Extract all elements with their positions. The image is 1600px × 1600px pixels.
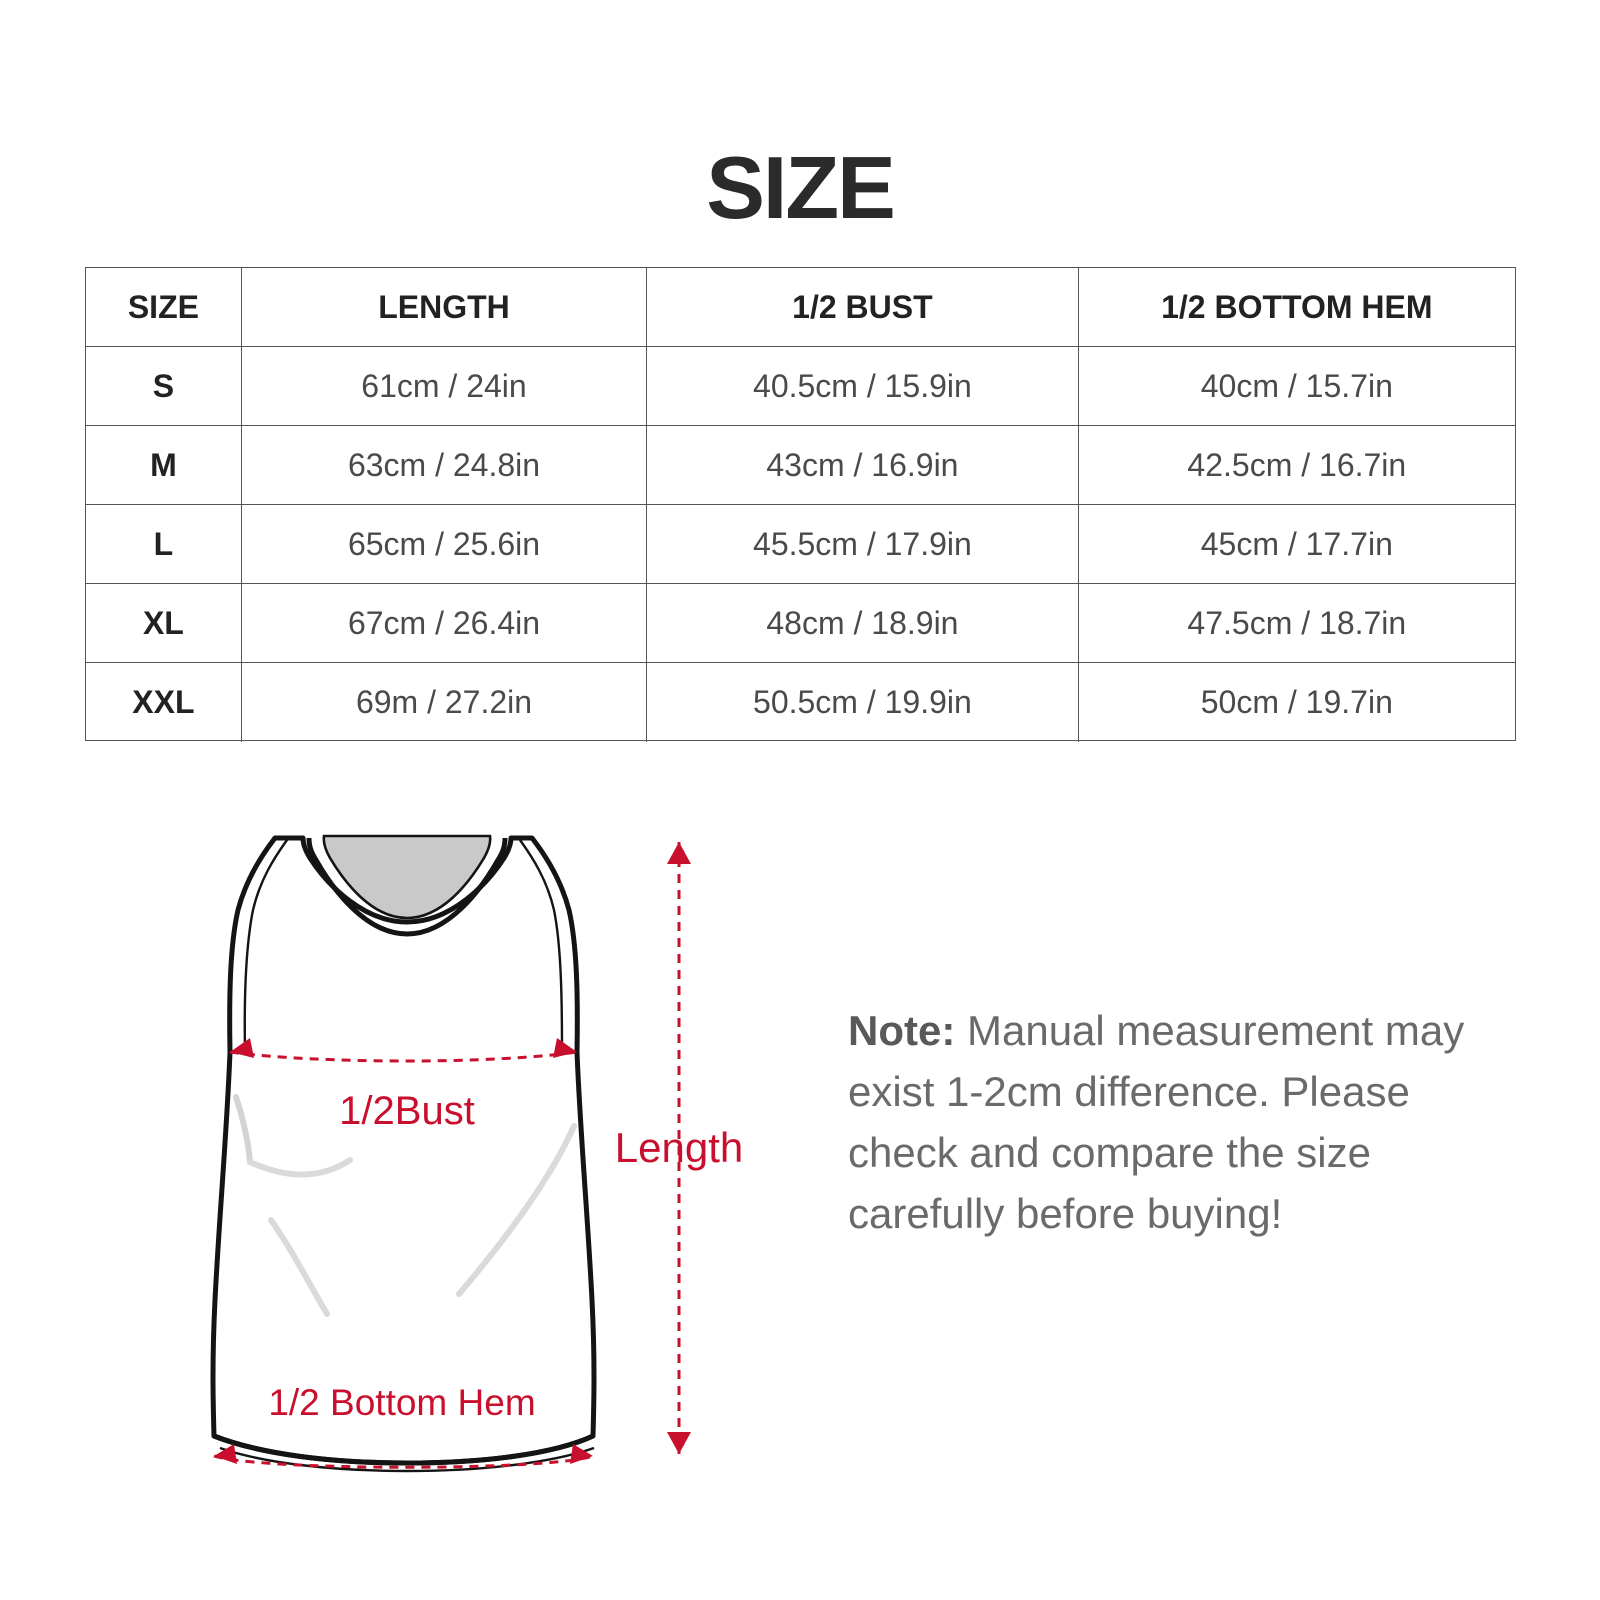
svg-text:1/2 Bottom Hem: 1/2 Bottom Hem (268, 1382, 535, 1423)
svg-text:Length: Length (615, 1124, 743, 1171)
svg-text:1/2Bust: 1/2Bust (339, 1089, 475, 1133)
